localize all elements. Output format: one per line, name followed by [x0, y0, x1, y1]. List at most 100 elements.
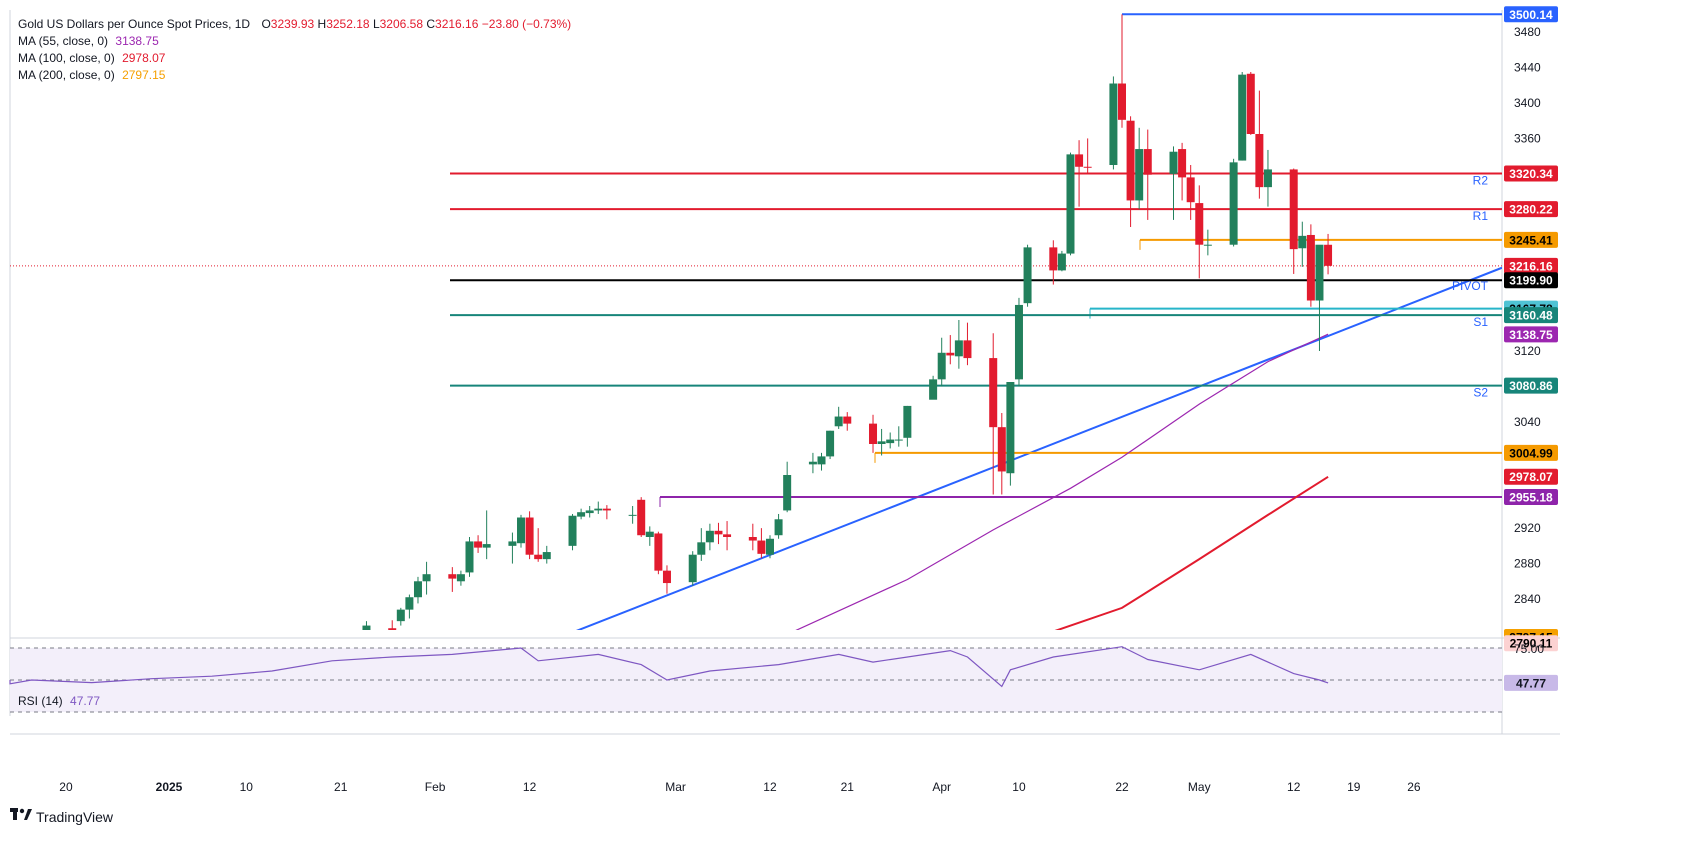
y-tick-label: 3440 [1514, 61, 1541, 75]
tradingview-brand[interactable]: TradingView [10, 808, 113, 826]
x-tick-label: 21 [334, 780, 348, 794]
ma200-row[interactable]: MA (200, close, 0) 2797.15 [18, 67, 571, 84]
candle-body [156, 797, 164, 802]
candle-body [989, 358, 998, 428]
candle [1195, 185, 1204, 279]
candle-body [1315, 244, 1324, 301]
candle [1049, 240, 1058, 285]
y-tick-label: 2840 [1514, 592, 1541, 606]
candle-body [714, 530, 723, 535]
price-tag-3199.90: 3199.90 [1509, 274, 1553, 288]
candle-body [422, 574, 431, 582]
candle [1306, 224, 1315, 307]
x-tick-label: 12 [1287, 780, 1301, 794]
candle-body [474, 541, 483, 548]
candle [148, 790, 156, 815]
candle [422, 561, 431, 595]
x-tick-label: 20 [59, 780, 73, 794]
candle [508, 532, 517, 564]
y-tick-label: 2920 [1514, 521, 1541, 535]
candle [997, 413, 1006, 495]
rsi-line [9, 646, 1329, 688]
ma55-label: MA (55, close, 0) [18, 34, 109, 48]
brand-name: TradingView [36, 809, 114, 825]
ma55-row[interactable]: MA (55, close, 0) 3138.75 [18, 33, 571, 50]
candle [568, 513, 577, 551]
x-tick-label: 12 [523, 780, 537, 794]
candle-body [568, 515, 577, 546]
rsi-label: RSI (14) [18, 694, 63, 708]
candle [757, 528, 766, 559]
low-label: L [372, 17, 380, 31]
candle-body [843, 416, 852, 424]
close-label: C [426, 17, 436, 31]
candle [1014, 297, 1023, 387]
candle-body [1298, 235, 1307, 249]
candle-body [1255, 134, 1264, 188]
candle [877, 428, 886, 456]
candle [954, 320, 963, 369]
candle-body [602, 508, 611, 511]
tradingview-logo-icon [10, 808, 32, 826]
candle-body [1203, 244, 1212, 246]
high-value: 3252.18 [326, 17, 370, 31]
candle [1246, 72, 1255, 135]
candle [474, 535, 483, 553]
candle [817, 452, 826, 471]
x-tick-label: Mar [665, 780, 686, 794]
level-name-r2: R2 [1473, 174, 1489, 188]
price-tag-3160.48: 3160.48 [1509, 309, 1553, 323]
candle-body [1006, 382, 1015, 474]
candle [903, 405, 912, 447]
price-tag-box [1504, 272, 1558, 289]
candle [723, 521, 732, 551]
candle-body [1075, 154, 1084, 167]
y-tick-label: 2880 [1514, 557, 1541, 571]
candle [929, 375, 938, 400]
y-tick-label: 3120 [1514, 344, 1541, 358]
candle [869, 414, 878, 453]
candle [1289, 168, 1298, 274]
x-tick-label: 22 [1115, 780, 1129, 794]
candle [628, 506, 637, 524]
price-tag-3138.75: 3138.75 [1509, 328, 1553, 342]
price-tag-box [1504, 468, 1558, 485]
price-tag-box [1504, 488, 1558, 505]
candle [1066, 152, 1075, 256]
candle-body [937, 352, 946, 380]
candle-body [886, 439, 895, 444]
candle-body [577, 512, 586, 517]
candle [1126, 116, 1135, 227]
candle [1075, 140, 1084, 207]
candle-body [774, 519, 783, 536]
candle [963, 322, 972, 366]
candle [1135, 127, 1144, 210]
candle-body [405, 597, 414, 610]
candle [1083, 138, 1092, 174]
ma100-label: MA (100, close, 0) [18, 51, 115, 65]
candle [1324, 233, 1333, 275]
x-tick-label: 26 [1407, 780, 1421, 794]
candle [946, 335, 955, 365]
price-tag-3080.86: 3080.86 [1509, 379, 1553, 393]
rsi-legend[interactable]: RSI (14) 47.77 [18, 694, 100, 708]
price-tag-2955.18: 2955.18 [1509, 490, 1553, 504]
candle [542, 545, 551, 564]
candle [328, 712, 336, 731]
candle-body [148, 796, 156, 803]
candle-body [456, 574, 465, 582]
candle-body [362, 625, 371, 630]
price-tag-box [1504, 307, 1558, 324]
candle [688, 551, 697, 586]
ma100-row[interactable]: MA (100, close, 0) 2978.07 [18, 50, 571, 67]
ascending-trendline [575, 266, 1502, 630]
candle-body [517, 517, 526, 544]
candle-body [1014, 304, 1023, 380]
candle [465, 537, 474, 577]
candle [1255, 90, 1264, 199]
candle [413, 576, 422, 604]
candle [585, 506, 594, 518]
candle-body [662, 570, 671, 584]
